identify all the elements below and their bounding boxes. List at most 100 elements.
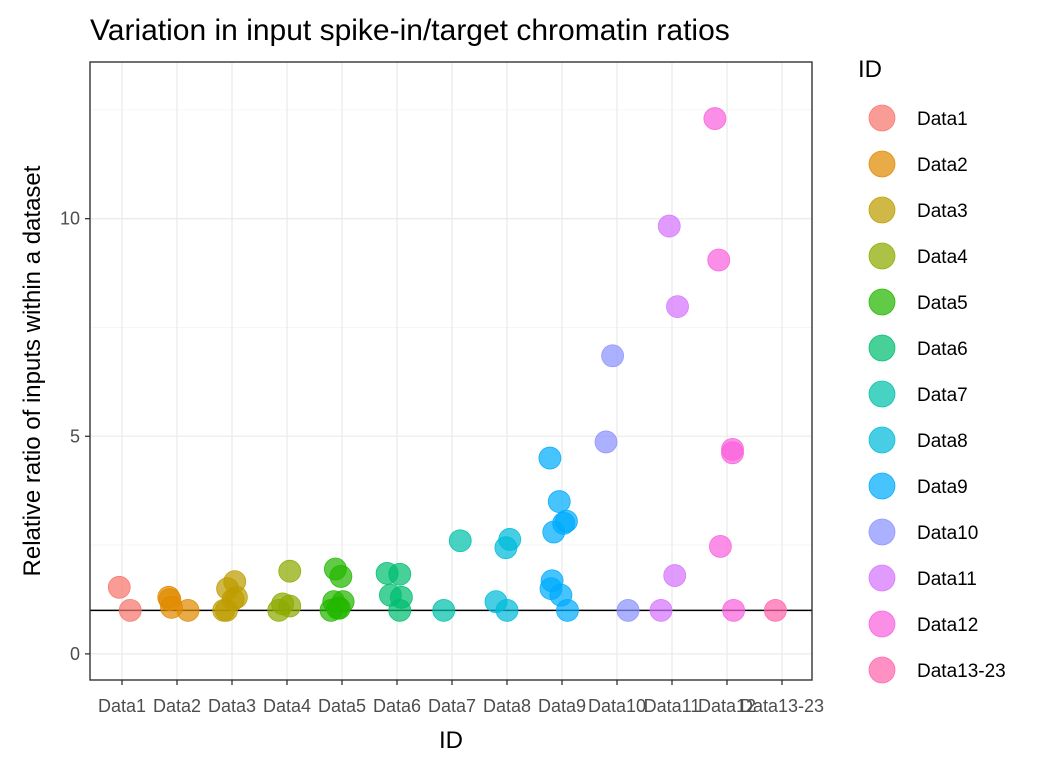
legend-label: Data13-23 <box>917 661 1006 682</box>
x-axis: Data1 Data2 Data3 Data4 Data5 Data6 Data7 Data8… <box>98 680 824 716</box>
legend-item: Data12 <box>868 610 978 638</box>
y-tick-label: 0 <box>70 644 80 664</box>
data-point <box>538 446 562 470</box>
legend-item: Data2 <box>868 150 968 178</box>
data-point <box>721 441 744 465</box>
legend-label: Data2 <box>917 155 968 176</box>
x-tick-label: Data5 <box>318 696 366 716</box>
legend-item: Data6 <box>868 334 968 362</box>
legend-item: Data7 <box>868 380 968 408</box>
x-tick-label: Data12 <box>698 696 756 716</box>
data-point <box>389 585 413 609</box>
legend-item: Data4 <box>868 242 968 270</box>
data-point <box>556 598 579 622</box>
y-axis-title: Relative ratio of inputs within a datase… <box>19 165 46 576</box>
y-tick-label: 10 <box>60 209 80 229</box>
legend-swatch <box>868 518 896 546</box>
legend-title: ID <box>858 56 882 83</box>
legend-label: Data1 <box>917 109 968 130</box>
data-point <box>176 598 200 622</box>
legend-label: Data5 <box>917 293 968 314</box>
legend-label: Data10 <box>917 523 978 544</box>
data-point <box>495 598 519 622</box>
legend-swatch <box>868 610 896 638</box>
data-point <box>432 598 456 622</box>
legend: ID Data1 Data2 Data3 Data4 Data5 Data6 Data7 Da… <box>858 56 1006 684</box>
x-tick-label: Data8 <box>483 696 531 716</box>
data-point <box>118 598 142 622</box>
data-point <box>616 598 640 622</box>
x-tick-label: Data11 <box>644 696 701 716</box>
legend-label: Data12 <box>917 615 978 636</box>
legend-item: Data3 <box>868 196 968 224</box>
legend-swatch <box>868 656 896 684</box>
x-tick-label: Data13-23 <box>740 696 824 716</box>
x-tick-label: Data1 <box>98 696 146 716</box>
legend-swatch <box>868 150 896 178</box>
x-tick-label: Data4 <box>263 696 311 716</box>
legend-swatch <box>868 426 896 454</box>
legend-swatch <box>868 380 896 408</box>
legend-swatch <box>868 564 896 592</box>
legend-label: Data3 <box>917 201 968 222</box>
data-point <box>278 594 302 618</box>
legend-swatch <box>868 196 896 224</box>
y-tick-label: 5 <box>70 426 80 446</box>
data-point <box>331 590 355 614</box>
y-axis: 0 5 10 <box>60 209 90 664</box>
data-point <box>663 564 687 587</box>
legend-item: Data10 <box>868 518 978 546</box>
x-tick-label: Data3 <box>208 696 256 716</box>
legend-swatch <box>868 104 896 132</box>
data-point <box>547 490 571 513</box>
data-point <box>329 565 353 588</box>
chart-title: Variation in input spike-in/target chrom… <box>90 14 730 47</box>
data-point <box>657 214 681 238</box>
data-point <box>388 562 412 586</box>
data-point <box>107 575 131 599</box>
data-point <box>555 509 578 533</box>
data-point <box>594 430 618 454</box>
panel-border <box>89 61 813 681</box>
plot-background <box>90 62 812 680</box>
legend-swatch <box>868 472 896 500</box>
data-points <box>107 107 787 622</box>
data-point <box>666 295 689 318</box>
x-tick-label: Data9 <box>538 696 586 716</box>
x-tick-label: Data10 <box>588 696 646 716</box>
data-point <box>709 534 732 558</box>
legend-swatch <box>868 288 896 316</box>
data-point <box>722 598 745 622</box>
legend-item: Data8 <box>868 426 968 454</box>
legend-label: Data8 <box>917 431 968 452</box>
data-point <box>764 598 787 622</box>
data-point <box>498 528 522 551</box>
legend-item: Data1 <box>868 104 968 132</box>
legend-label: Data9 <box>917 477 968 498</box>
data-point <box>278 559 302 583</box>
legend-label: Data4 <box>917 247 968 268</box>
grid-lines <box>90 62 812 680</box>
legend-item: Data13-23 <box>868 656 1006 684</box>
legend-swatch <box>868 334 896 362</box>
x-tick-label: Data7 <box>428 696 476 716</box>
data-point <box>649 598 673 622</box>
legend-swatch <box>868 242 896 270</box>
plot-panel <box>90 62 812 680</box>
data-point <box>448 529 472 553</box>
legend-label: Data7 <box>917 385 968 406</box>
x-tick-label: Data6 <box>373 696 421 716</box>
legend-item: Data9 <box>868 472 968 500</box>
legend-item: Data11 <box>868 564 977 592</box>
data-point <box>703 107 727 130</box>
legend-label: Data11 <box>917 569 977 590</box>
panel-border-rect <box>89 61 813 681</box>
x-axis-title: ID <box>439 727 463 754</box>
data-point <box>601 344 624 368</box>
data-point <box>224 585 248 609</box>
legend-label: Data6 <box>917 339 968 360</box>
legend-item: Data5 <box>868 288 968 316</box>
data-point <box>707 248 731 272</box>
x-tick-label: Data2 <box>153 696 201 716</box>
